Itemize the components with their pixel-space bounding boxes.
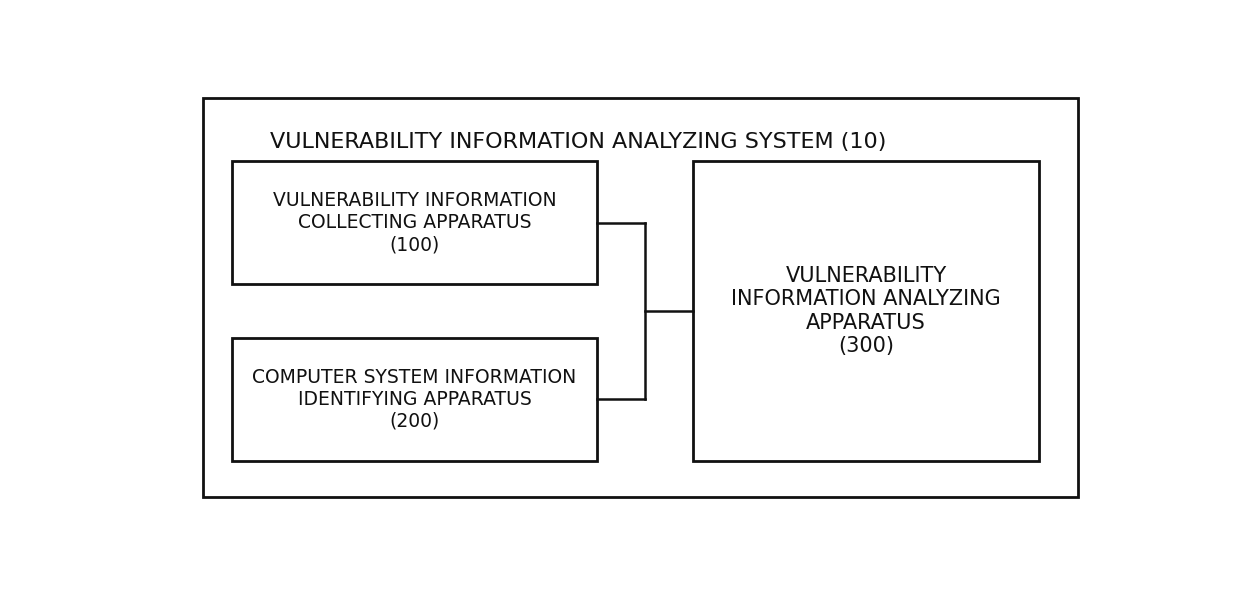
Text: COMPUTER SYSTEM INFORMATION
IDENTIFYING APPARATUS
(200): COMPUTER SYSTEM INFORMATION IDENTIFYING … [253, 368, 577, 431]
Bar [693, 161, 1039, 461]
Bar [699, 164, 1045, 464]
Bar [238, 164, 604, 287]
Bar [238, 342, 604, 464]
Text: VULNERABILITY
INFORMATION ANALYZING
APPARATUS
(300): VULNERABILITY INFORMATION ANALYZING APPA… [732, 266, 1001, 356]
Bar [232, 338, 596, 461]
Bar [203, 98, 1078, 497]
Bar [232, 161, 596, 284]
Text: VULNERABILITY INFORMATION ANALYZING SYSTEM (10): VULNERABILITY INFORMATION ANALYZING SYST… [270, 132, 887, 152]
Text: VULNERABILITY INFORMATION
COLLECTING APPARATUS
(100): VULNERABILITY INFORMATION COLLECTING APP… [273, 191, 557, 254]
